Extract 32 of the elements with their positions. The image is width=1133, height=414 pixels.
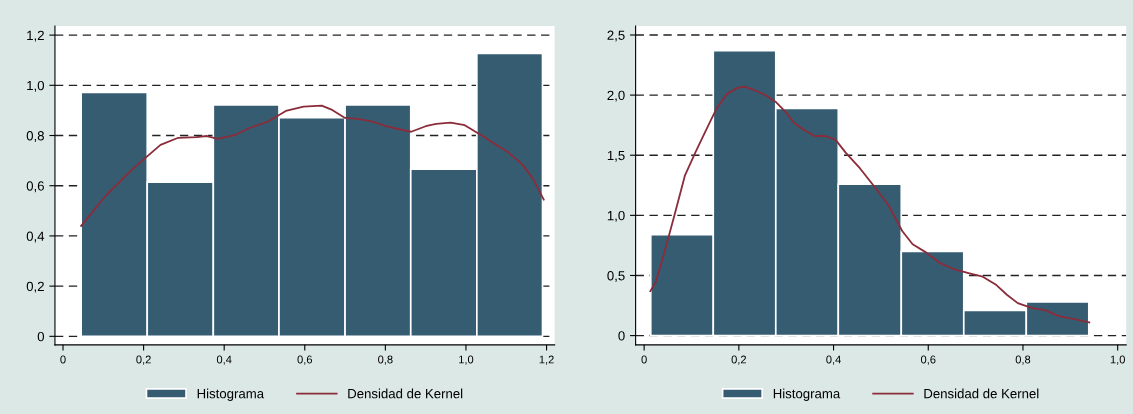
x-tick-label: 0,4	[216, 355, 232, 365]
line-series	[80, 104, 545, 227]
x-tick-label: 0,2	[731, 355, 747, 365]
legend-label: Histograma	[197, 388, 265, 401]
x-tick-label: 1,2	[539, 355, 554, 365]
y-tick-label: 0,4	[26, 231, 45, 243]
x-tick-label: 0,6	[920, 355, 936, 365]
legend-label: Densidad de Kernel	[924, 388, 1039, 399]
legend-label: Densidad de Kernel	[348, 388, 463, 399]
y-tick-label: 0,2	[26, 281, 44, 293]
x-tick-label: 1,0	[459, 355, 474, 365]
x-tick-label: 0	[641, 355, 647, 364]
legend-label: Histograma	[773, 388, 841, 401]
y-tick-label: 0	[618, 331, 625, 341]
y-tick-label: 0,6	[26, 181, 44, 193]
x-tick-label: 0	[60, 355, 66, 364]
y-tick-label: 0,8	[26, 131, 44, 142]
y-tick-label: 0	[37, 331, 45, 342]
x-tick-label: 0,2	[136, 355, 151, 365]
y-tick-label: 1,5	[607, 150, 625, 162]
x-tick-label: 0,8	[1015, 355, 1031, 365]
y-tick-label: 0,5	[607, 271, 625, 282]
y-tick-label: 2,5	[607, 30, 625, 42]
x-tick-label: 1,0	[1110, 355, 1125, 365]
line-series	[649, 85, 1091, 324]
x-tick-label: 0,8	[378, 355, 393, 365]
y-tick-label: 1,0	[607, 210, 625, 222]
y-tick-label: 1,0	[27, 80, 45, 92]
x-tick-label: 0,4	[826, 355, 841, 365]
x-tick-label: 0,6	[297, 355, 313, 365]
y-tick-label: 2,0	[607, 90, 625, 102]
y-tick-label: 1,2	[27, 30, 44, 42]
